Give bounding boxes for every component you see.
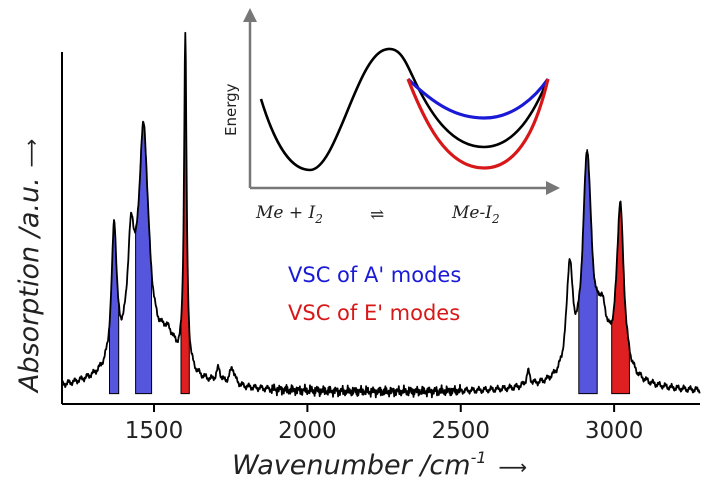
absorption-spectrum-line (61, 31, 701, 399)
inset-y-axis-arrowhead (243, 8, 257, 22)
x-tick-label-3000: 3000 (585, 418, 644, 444)
inset-product-label: Me-I2 (451, 203, 500, 226)
inset-equilibrium-symbol: ⇌ (370, 205, 384, 225)
inset-energy-diagram: Energy Me + I2 ⇌ Me-I2 (222, 8, 560, 226)
inset-reactant-label: Me + I2 (255, 203, 323, 226)
x-ticks: 1500 2000 2500 3000 (125, 404, 644, 444)
inset-reactant-subscript: 2 (314, 212, 323, 226)
x-axis-title-arrow: ⟶ (499, 455, 528, 479)
y-axis-title: Absorption /a.u.⟶ (14, 139, 45, 394)
legend-entry-a-modes: VSC of A' modes (288, 263, 461, 287)
inset-product-subscript: 2 (491, 212, 500, 226)
y-axis-title-arrow: ⟶ (19, 139, 43, 168)
x-axis-title: Wavenumber /cm-1 ⟶ (232, 448, 527, 481)
legend-entry-e-modes: VSC of E' modes (288, 301, 460, 325)
x-tick-label-1500: 1500 (125, 418, 184, 444)
x-tick-label-2500: 2500 (431, 418, 490, 444)
inset-y-label: Energy (222, 83, 240, 136)
inset-curve-e-modes (406, 78, 550, 170)
x-tick-label-2000: 2000 (278, 418, 337, 444)
shaded-band-2 (135, 122, 153, 395)
x-axis-title-superscript: -1 (471, 448, 487, 467)
inset-x-axis-arrowhead (546, 181, 560, 195)
inset-curve-ground (259, 47, 550, 172)
inset-curve-a-modes (406, 77, 550, 120)
